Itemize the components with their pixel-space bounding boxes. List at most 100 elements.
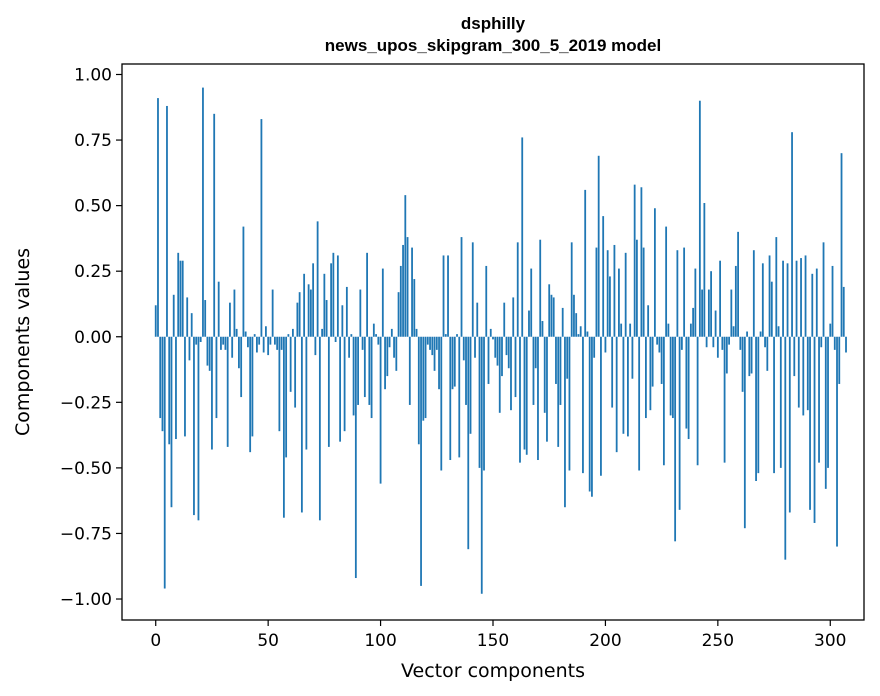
bar-192	[586, 331, 589, 337]
bar-135	[458, 336, 461, 458]
bar-143	[476, 302, 479, 337]
y-tick-label: −0.25	[60, 393, 112, 413]
bar-184	[568, 336, 571, 471]
bar-41	[247, 336, 249, 348]
bar-153	[498, 336, 501, 413]
bar-138	[465, 336, 467, 405]
x-tick-label: 50	[257, 631, 279, 651]
bar-304	[838, 336, 841, 384]
bar-207	[620, 323, 623, 337]
bar-50	[267, 336, 270, 356]
bar-212	[631, 336, 634, 379]
bar-248	[712, 336, 715, 348]
bar-218	[645, 336, 647, 419]
bar-213	[633, 184, 636, 337]
bar-4	[163, 336, 166, 589]
bar-226	[662, 336, 665, 466]
bar-85	[345, 286, 348, 337]
bar-201	[606, 250, 609, 337]
bar-194	[591, 336, 593, 497]
bar-38	[240, 336, 243, 398]
bar-272	[766, 336, 769, 371]
bar-238	[689, 323, 692, 337]
bar-65	[300, 336, 303, 513]
bar-44	[253, 334, 256, 337]
bar-237	[687, 336, 690, 440]
bar-108	[397, 292, 400, 337]
bar-228	[667, 323, 670, 337]
bar-261	[741, 336, 744, 392]
bar-33	[229, 302, 231, 337]
bar-233	[678, 336, 681, 510]
bar-265	[750, 336, 753, 374]
chart-title-line-1: dsphilly	[461, 14, 526, 33]
bar-87	[350, 334, 353, 337]
bar-283	[791, 132, 793, 337]
bar-137	[462, 336, 465, 361]
bar-35	[233, 289, 236, 337]
bar-253	[723, 336, 726, 463]
bar-21	[202, 87, 204, 337]
bar-259	[737, 231, 739, 337]
bar-211	[629, 323, 632, 337]
bar-16	[190, 313, 193, 337]
bar-63	[296, 302, 299, 337]
bar-202	[609, 276, 611, 337]
bar-289	[804, 255, 807, 337]
bar-42	[249, 336, 252, 453]
bar-243	[701, 289, 704, 337]
bar-206	[618, 268, 620, 337]
bar-290	[806, 336, 809, 411]
bar-18	[195, 336, 198, 345]
bar-124	[433, 336, 436, 371]
bar-95	[368, 336, 371, 405]
bar-125	[435, 336, 438, 350]
bar-235	[683, 247, 686, 337]
bar-205	[615, 336, 618, 453]
bar-172	[541, 321, 544, 337]
bar-252	[721, 336, 724, 350]
bar-97	[372, 323, 375, 337]
bar-48	[262, 336, 265, 353]
bar-128	[442, 255, 445, 337]
bar-101	[381, 268, 384, 337]
bar-14	[186, 297, 189, 337]
bar-17	[193, 336, 195, 516]
bar-234	[680, 336, 683, 350]
bar-19	[197, 336, 200, 521]
bar-263	[746, 331, 748, 337]
x-tick-label: 300	[814, 631, 846, 651]
bar-284	[793, 336, 796, 377]
bar-43	[251, 336, 254, 437]
bar-300	[829, 323, 832, 337]
bar-180	[559, 336, 562, 405]
bar-2	[159, 336, 162, 419]
bar-199	[602, 216, 605, 337]
bar-221	[651, 336, 654, 387]
bar-56	[280, 336, 283, 350]
bar-264	[748, 336, 751, 377]
bar-301	[831, 265, 834, 337]
bar-160	[514, 336, 517, 398]
y-tick-label: −0.50	[60, 459, 112, 479]
bar-195	[593, 336, 596, 358]
bar-130	[447, 255, 449, 337]
bar-29	[220, 336, 222, 350]
bar-103	[386, 336, 389, 377]
bar-203	[611, 336, 614, 408]
bar-51	[269, 336, 272, 345]
bar-110	[402, 244, 404, 337]
bar-118	[420, 336, 422, 586]
bar-123	[431, 336, 434, 356]
bar-34	[231, 336, 234, 358]
bar-132	[451, 336, 454, 390]
bar-251	[719, 260, 721, 337]
bar-10	[177, 252, 180, 337]
bar-84	[343, 336, 346, 432]
bar-59	[287, 334, 290, 337]
bar-120	[424, 336, 427, 419]
bar-122	[429, 336, 431, 350]
bar-307	[845, 336, 847, 353]
bar-305	[840, 153, 843, 337]
